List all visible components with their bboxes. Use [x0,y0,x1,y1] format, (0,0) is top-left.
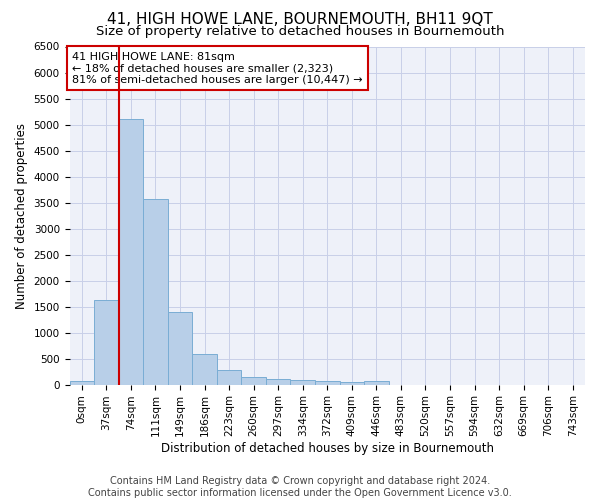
Bar [266,379,290,384]
Bar [143,198,168,384]
Text: Size of property relative to detached houses in Bournemouth: Size of property relative to detached ho… [96,25,504,38]
Bar [168,312,192,384]
Bar [241,377,266,384]
Bar [192,354,217,384]
Bar [119,120,143,384]
Bar [70,380,94,384]
Bar [290,380,315,384]
Bar [315,382,340,384]
X-axis label: Distribution of detached houses by size in Bournemouth: Distribution of detached houses by size … [161,442,494,455]
Bar [94,300,119,384]
Text: Contains HM Land Registry data © Crown copyright and database right 2024.
Contai: Contains HM Land Registry data © Crown c… [88,476,512,498]
Text: 41, HIGH HOWE LANE, BOURNEMOUTH, BH11 9QT: 41, HIGH HOWE LANE, BOURNEMOUTH, BH11 9Q… [107,12,493,28]
Y-axis label: Number of detached properties: Number of detached properties [15,122,28,308]
Bar [340,382,364,384]
Bar [217,370,241,384]
Bar [364,381,389,384]
Text: 41 HIGH HOWE LANE: 81sqm
← 18% of detached houses are smaller (2,323)
81% of sem: 41 HIGH HOWE LANE: 81sqm ← 18% of detach… [72,52,363,85]
